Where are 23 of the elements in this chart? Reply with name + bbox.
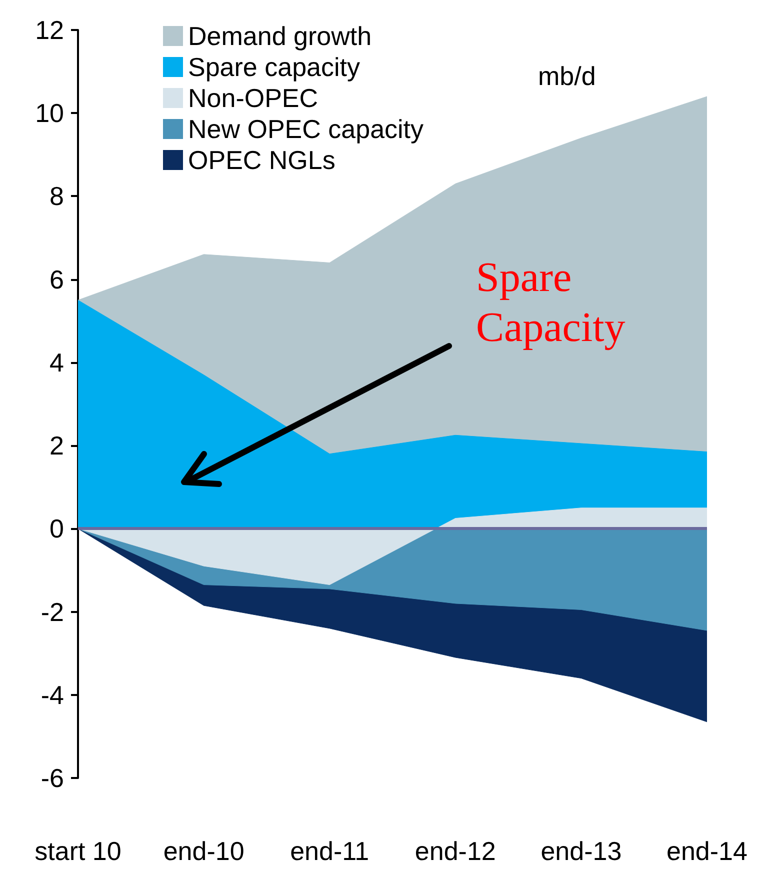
y-tick-label: -4 [40, 680, 64, 710]
x-tick-label: end-10 [163, 836, 244, 866]
y-tick-label: 6 [50, 264, 64, 294]
y-tick-label: 0 [50, 514, 64, 544]
x-tick-label: end-14 [666, 836, 748, 866]
legend-label: New OPEC capacity [188, 114, 424, 144]
legend-label: Spare capacity [188, 52, 360, 82]
y-tick-label: 4 [50, 347, 64, 378]
x-tick-label: end-12 [414, 836, 496, 866]
y-tick-label: 12 [35, 15, 64, 45]
annotation: Spare Capacity [476, 255, 626, 351]
y-tick-label: 10 [35, 98, 64, 128]
legend-label: Demand growth [188, 21, 372, 51]
x-tick-label: end-11 [290, 836, 370, 866]
y-tick-label: -2 [40, 596, 64, 627]
y-tick-label: 2 [50, 430, 64, 461]
annotation: mb/d [538, 61, 596, 91]
legend-label: OPEC NGLs [188, 145, 336, 175]
y-tick-label: 8 [50, 181, 64, 212]
legend-label: Non-OPEC [188, 83, 318, 113]
x-tick-label: end-13 [540, 836, 622, 866]
y-tick-label: -6 [40, 763, 64, 793]
x-tick-label: start 10 [34, 836, 122, 866]
